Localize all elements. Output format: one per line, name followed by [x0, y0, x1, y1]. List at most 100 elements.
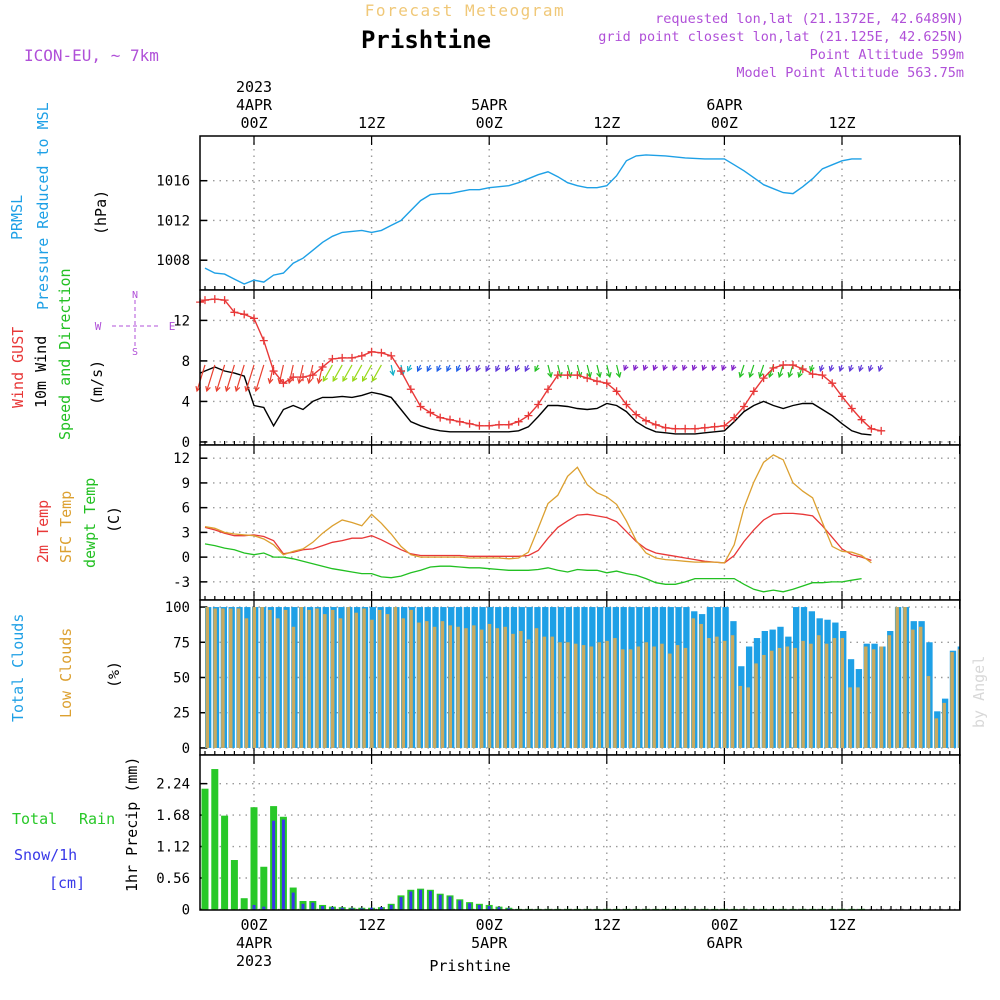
bottom-time-label: 12Z — [358, 916, 385, 934]
low-clouds-bar — [432, 626, 437, 748]
low-clouds-bar — [824, 643, 829, 748]
wind-gust-marker — [367, 347, 376, 356]
wind-direction-arrow — [748, 364, 755, 379]
arrow-shaft — [255, 364, 265, 392]
low-clouds-bar — [628, 649, 633, 748]
pressure-unit-label: (hPa) — [92, 190, 110, 235]
footer-station: Prishtine — [429, 957, 510, 975]
low-clouds-bar — [660, 643, 664, 748]
y-tick-label: 75 — [173, 635, 190, 651]
clouds-panel: 0 25 50 75 100 — [165, 599, 961, 757]
arrow-head — [858, 365, 864, 373]
snow-bar — [507, 908, 511, 910]
arrow-head — [828, 365, 835, 373]
low-clouds-bar — [738, 685, 743, 748]
low-clouds-bar — [746, 687, 750, 748]
wind-gust-marker — [838, 392, 846, 401]
wind-direction-arrow — [777, 364, 784, 379]
wind-gust-marker — [593, 377, 601, 386]
arrow-shaft — [322, 364, 333, 382]
arrow-shaft — [778, 364, 784, 378]
arrow-head — [244, 385, 251, 393]
arrow-shaft — [235, 364, 245, 392]
pressure-panel: 1008 1012 1016 — [156, 135, 961, 291]
top-time-label: 4APR — [236, 96, 273, 114]
arrow-head — [267, 377, 274, 385]
low-clouds-bar — [511, 633, 515, 748]
wind-panel: 0 4 8 12 — [173, 289, 961, 451]
top-time-label: 00Z — [711, 114, 738, 132]
rain-bar — [711, 908, 719, 910]
wind-gust-marker — [426, 408, 435, 417]
low-clouds-bar — [918, 626, 923, 748]
wind-gust-marker — [602, 379, 611, 388]
snow-bar — [340, 907, 344, 910]
wind-gust-marker — [671, 424, 680, 433]
wind-gust-marker — [700, 423, 709, 432]
panel-background — [200, 290, 960, 445]
arrow-head — [371, 375, 377, 383]
rain-bar — [622, 908, 630, 910]
bottom-time-label: 00Z — [476, 916, 503, 934]
arrow-head — [586, 371, 593, 379]
wind-gust-marker — [642, 416, 650, 425]
arrow-head — [731, 364, 737, 372]
rain-bar — [260, 866, 268, 910]
wind-direction-arrow — [495, 364, 501, 373]
wind-direction-arrow — [306, 364, 314, 385]
low-clouds-bar — [597, 642, 601, 748]
arrow-shaft — [586, 364, 591, 378]
wind-gust-marker — [328, 354, 337, 363]
wind-gust-marker — [446, 415, 454, 424]
rain-bar — [240, 898, 248, 910]
low-clouds-bar — [754, 663, 758, 748]
low-clouds-bar — [942, 702, 946, 748]
low-clouds-bar — [895, 607, 899, 748]
low-clouds-bar — [558, 642, 562, 748]
wind-direction-arrow — [615, 364, 622, 379]
low-clouds-bar — [526, 639, 531, 748]
low-clouds-bar — [401, 618, 405, 748]
model-label: ICON-EU, ~ 7km — [24, 46, 159, 65]
rain-bar — [838, 908, 846, 910]
y-tick-label: 0 — [182, 550, 190, 566]
wind-direction-arrow — [623, 364, 629, 372]
station-title: Prishtine — [361, 26, 491, 54]
wind-direction-arrow — [838, 364, 845, 373]
point-altitude: Point Altitude 599m — [810, 47, 964, 63]
temp-2m-label: 2m Temp — [34, 500, 52, 563]
wind-direction-arrow — [797, 364, 804, 379]
low-clouds-bar — [370, 619, 374, 748]
wind-direction-arrow — [456, 364, 462, 373]
wind-direction-arrow — [389, 364, 396, 377]
arrow-head — [633, 364, 639, 372]
wind-direction-arrow — [297, 364, 304, 385]
wind-gust-marker — [867, 424, 876, 433]
low-clouds-bar — [213, 608, 217, 748]
wind-direction-arrow — [465, 364, 472, 373]
wind-gust-label: Wind GUST — [9, 327, 27, 408]
wind-direction-arrow — [224, 364, 235, 393]
rain-bar — [534, 908, 542, 910]
arrow-head — [748, 371, 754, 379]
rain-bar — [818, 908, 826, 910]
arrow-shaft — [739, 364, 745, 378]
wind-gust-marker — [250, 314, 258, 323]
low-clouds-bar — [699, 623, 703, 748]
arrow-head — [215, 385, 221, 393]
low-clouds-bar — [589, 646, 594, 748]
arrow-head — [436, 365, 442, 373]
low-clouds-bar — [848, 687, 852, 748]
y-tick-label: 1008 — [156, 253, 190, 269]
temp2m-line — [204, 512, 872, 564]
wind-gust-marker — [759, 374, 768, 383]
panel-frame — [199, 754, 961, 911]
rain-bar — [603, 908, 611, 910]
y-tick-label: 0 — [182, 741, 190, 757]
panel-background — [200, 136, 960, 290]
rain-bar — [858, 908, 866, 910]
low-clouds-bar — [707, 638, 711, 748]
compass-s: S — [132, 347, 138, 358]
wind-direction-arrow — [691, 364, 698, 372]
arrow-head — [306, 377, 313, 385]
